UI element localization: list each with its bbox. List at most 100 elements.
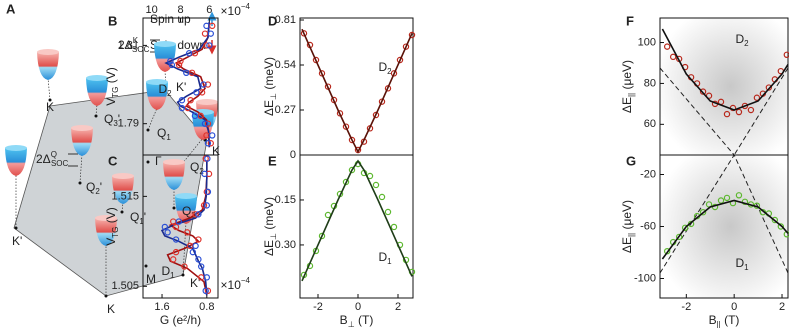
- x-tick-label: 10: [146, 4, 158, 16]
- plot-frame: [142, 154, 219, 299]
- data-point: [318, 232, 326, 240]
- data-point: [681, 224, 689, 231]
- k-label-part: K': [12, 234, 22, 248]
- y-tick-label: 0.81: [275, 14, 296, 26]
- cone-top: [163, 159, 185, 165]
- k-label-part: K: [107, 302, 115, 316]
- k-label: K: [46, 100, 54, 114]
- drop-line: [47, 77, 51, 101]
- y-axis-title-part: V: [104, 98, 118, 106]
- y-axis-title-part: ΔE: [262, 100, 276, 116]
- data-point: [195, 256, 202, 263]
- fit-line: [301, 159, 413, 282]
- data-point: [172, 236, 180, 243]
- data-point: [184, 229, 191, 236]
- k-label-part: Q: [130, 210, 139, 224]
- data-point: [161, 223, 169, 231]
- data-point: [204, 188, 212, 196]
- k-point: [104, 294, 108, 298]
- guide-line: [733, 67, 789, 156]
- k-label-part: 1: [166, 133, 171, 142]
- band-cone: [163, 162, 185, 190]
- y-axis-title: VTG (V): [104, 67, 120, 105]
- k-label-part: Q: [190, 160, 199, 174]
- data-point: [193, 89, 200, 96]
- k-label-part: 1: [139, 217, 144, 226]
- gap-label-part: K: [133, 36, 139, 45]
- x-multiplier: ×10−4: [221, 2, 251, 18]
- plot-frame: [299, 154, 414, 299]
- data-point: [203, 22, 210, 30]
- annotation-part: 2: [744, 39, 749, 48]
- y-tick-label: 0.54: [275, 59, 296, 71]
- data-point: [675, 233, 683, 241]
- data-point: [741, 102, 749, 110]
- data-point: [183, 69, 190, 77]
- k-label: Γ: [155, 154, 162, 168]
- gap-label-part: 2Δ: [118, 38, 133, 52]
- x-axis-title-part: B: [340, 313, 348, 327]
- data-point: [167, 57, 174, 65]
- k-label: Q2': [86, 180, 102, 196]
- data-point: [753, 94, 761, 101]
- k-label-part: Q: [86, 180, 95, 194]
- cone-top: [71, 125, 93, 131]
- k-label: Q2: [190, 160, 204, 176]
- x-axis-title-part: (T): [721, 313, 740, 327]
- y-axis-title: ΔE⊥ (meV): [262, 57, 278, 116]
- panel-letter: F: [626, 13, 634, 28]
- data-point: [189, 248, 197, 256]
- data-point: [201, 170, 208, 178]
- data-point: [181, 263, 188, 270]
- x-tick-label: 8: [177, 4, 183, 16]
- k-label-part: ': [100, 180, 102, 194]
- data-point: [384, 208, 392, 216]
- data-point: [372, 181, 380, 189]
- k-label: Q1: [157, 126, 171, 142]
- panel-letter: C: [108, 153, 118, 168]
- data-point: [206, 42, 213, 49]
- y-axis-title-part: ΔE: [620, 237, 634, 253]
- data-point: [735, 108, 743, 116]
- annotation-part: D: [735, 32, 744, 46]
- annotation-part: 1: [387, 257, 392, 266]
- data-point: [168, 61, 176, 69]
- k-label: K': [176, 80, 186, 94]
- data-point: [170, 256, 177, 263]
- y-axis-title-part: (V): [104, 67, 118, 86]
- x-multiplier-part: −4: [241, 276, 251, 285]
- k-label-part: K': [190, 276, 200, 290]
- k-label-part: M: [146, 272, 156, 286]
- y-axis-title-part: TG: [111, 227, 120, 238]
- data-point: [195, 236, 202, 243]
- data-point: [312, 56, 320, 64]
- shading: [660, 155, 788, 298]
- annotation-part: D: [735, 256, 744, 270]
- data-point: [396, 56, 404, 64]
- data-point: [201, 120, 209, 127]
- y-tick-label: 1.81: [118, 39, 139, 51]
- data-point: [207, 140, 214, 147]
- k-point: [94, 114, 98, 118]
- y-axis-title-part: ΔE: [620, 97, 634, 113]
- data-point: [187, 96, 194, 104]
- data-point: [203, 202, 211, 209]
- k-label-part: 2: [199, 167, 204, 176]
- y-tick-label: -20: [640, 168, 656, 180]
- y-tick-label: 1.79: [118, 118, 139, 130]
- x-axis-title-part: B: [709, 313, 717, 327]
- data-point: [175, 218, 183, 225]
- band-cone: [146, 82, 168, 110]
- x-axis-title-part: G (e²/h): [160, 313, 201, 327]
- drop-line: [95, 103, 98, 117]
- x-multiplier-part: −4: [241, 2, 251, 11]
- shading: [660, 18, 788, 155]
- fit-line: [661, 199, 789, 260]
- data-point: [178, 104, 186, 112]
- y-axis-title: ΔE|| (μeV): [620, 200, 636, 253]
- k-point: [181, 273, 185, 277]
- k-point: [146, 128, 150, 132]
- data-point: [178, 96, 186, 104]
- k-label-part: K': [176, 80, 186, 94]
- band-cone: [112, 176, 134, 204]
